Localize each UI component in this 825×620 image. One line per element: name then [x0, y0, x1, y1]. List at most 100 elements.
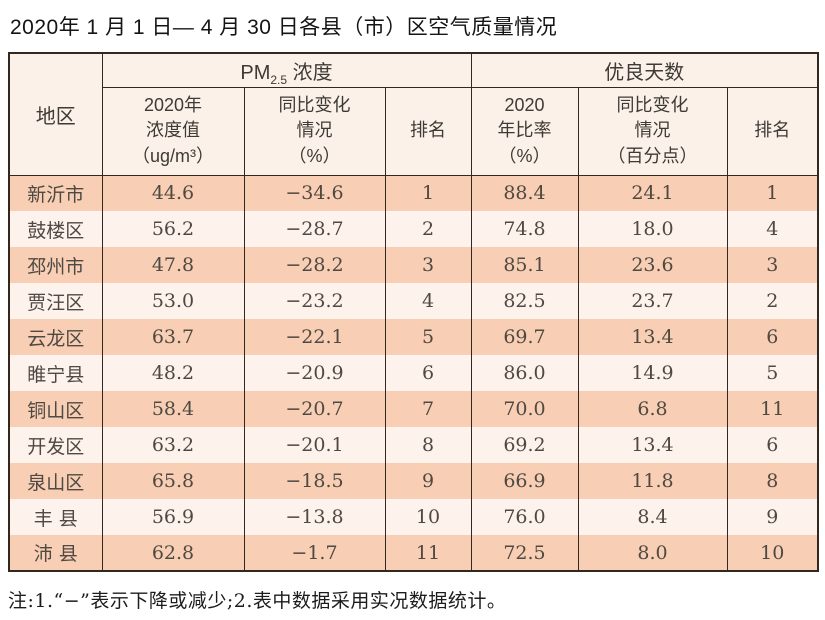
good-change-cell: 18.0	[577, 211, 728, 247]
pm-value-cell: 47.8	[101, 247, 245, 283]
table-row: 云龙区 63.7 −22.1 5 69.7 13.4 6	[8, 319, 819, 355]
good-ratio-cell: 85.1	[470, 247, 579, 283]
good-ratio-cell: 82.5	[470, 283, 579, 319]
good-change-cell: 6.8	[577, 391, 728, 427]
pm-rank-cell: 10	[384, 499, 472, 535]
table-row: 鼓楼区 56.2 −28.7 2 74.8 18.0 4	[8, 211, 819, 247]
pm-rank-cell: 1	[384, 175, 472, 211]
good-rank-cell: 5	[726, 355, 819, 391]
region-cell: 泉山区	[8, 463, 103, 499]
page-title: 2020年 1 月 1 日— 4 月 30 日各县（市）区空气质量情况	[10, 16, 558, 39]
pm25-label-subscript: 2.5	[270, 72, 288, 87]
region-cell: 铜山区	[8, 391, 103, 427]
pm-rank-cell: 8	[384, 427, 472, 463]
good-rank-cell: 6	[726, 427, 819, 463]
pm-value-cell: 53.0	[101, 283, 245, 319]
table-row: 开发区 63.2 −20.1 8 69.2 13.4 6	[8, 427, 819, 463]
pm-change-cell: −1.7	[243, 535, 386, 571]
col-header-good-rank: 排名	[726, 86, 819, 176]
table-row: 睢宁县 48.2 −20.9 6 86.0 14.9 5	[8, 355, 819, 391]
pm-value-cell: 44.6	[101, 175, 245, 211]
table-header: 地区 PM2.5 浓度 优良天数 2020年 浓度值 （ug/m³） 同比变化 …	[8, 52, 819, 176]
table-row: 沛 县 62.8 −1.7 11 72.5 8.0 10	[8, 535, 819, 571]
good-change-cell: 24.1	[577, 175, 728, 211]
pm-rank-cell: 6	[384, 355, 472, 391]
pm25-label-suffix: 浓度	[287, 61, 333, 84]
pm-rank-cell: 2	[384, 211, 472, 247]
good-rank-cell: 3	[726, 247, 819, 283]
region-cell: 睢宁县	[8, 355, 103, 391]
pm-value-cell: 56.9	[101, 499, 245, 535]
table-body: 新沂市 44.6 −34.6 1 88.4 24.1 1 鼓楼区 56.2 −2…	[8, 175, 819, 571]
pm-change-cell: −28.7	[243, 211, 386, 247]
good-rank-cell: 11	[726, 391, 819, 427]
table-row: 铜山区 58.4 −20.7 7 70.0 6.8 11	[8, 391, 819, 427]
table-row: 邳州市 47.8 −28.2 3 85.1 23.6 3	[8, 247, 819, 283]
good-rank-cell: 2	[726, 283, 819, 319]
pm-rank-cell: 7	[384, 391, 472, 427]
table-row: 泉山区 65.8 −18.5 9 66.9 11.8 8	[8, 463, 819, 499]
pm-change-cell: −20.9	[243, 355, 386, 391]
region-cell: 贾汪区	[8, 283, 103, 319]
good-rank-cell: 9	[726, 499, 819, 535]
pm-change-cell: −18.5	[243, 463, 386, 499]
pm-value-cell: 56.2	[101, 211, 245, 247]
pm-value-cell: 58.4	[101, 391, 245, 427]
good-ratio-cell: 72.5	[470, 535, 579, 571]
good-change-cell: 14.9	[577, 355, 728, 391]
table-row: 新沂市 44.6 −34.6 1 88.4 24.1 1	[8, 175, 819, 211]
pm-change-cell: −22.1	[243, 319, 386, 355]
good-ratio-cell: 74.8	[470, 211, 579, 247]
good-ratio-cell: 69.2	[470, 427, 579, 463]
pm-change-cell: −23.2	[243, 283, 386, 319]
region-cell: 沛 县	[8, 535, 103, 571]
region-cell: 开发区	[8, 427, 103, 463]
air-quality-table: 地区 PM2.5 浓度 优良天数 2020年 浓度值 （ug/m³） 同比变化 …	[8, 52, 820, 572]
good-change-cell: 13.4	[577, 427, 728, 463]
pm-value-cell: 63.7	[101, 319, 245, 355]
col-header-pm-change: 同比变化 情况 （%）	[243, 86, 386, 176]
good-ratio-cell: 66.9	[470, 463, 579, 499]
pm-value-cell: 65.8	[101, 463, 245, 499]
pm-value-cell: 62.8	[101, 535, 245, 571]
good-ratio-cell: 86.0	[470, 355, 579, 391]
col-group-good-days: 优良天数	[470, 52, 819, 88]
good-rank-cell: 6	[726, 319, 819, 355]
region-cell: 鼓楼区	[8, 211, 103, 247]
col-group-pm25: PM2.5 浓度	[101, 52, 472, 88]
col-header-good-ratio: 2020 年比率 （%）	[470, 86, 579, 176]
good-ratio-cell: 70.0	[470, 391, 579, 427]
pm-rank-cell: 4	[384, 283, 472, 319]
table-row: 丰 县 56.9 −13.8 10 76.0 8.4 9	[8, 499, 819, 535]
good-ratio-cell: 76.0	[470, 499, 579, 535]
pm-change-cell: −34.6	[243, 175, 386, 211]
pm-change-cell: −20.1	[243, 427, 386, 463]
good-change-cell: 8.0	[577, 535, 728, 571]
pm-rank-cell: 11	[384, 535, 472, 571]
pm-change-cell: −20.7	[243, 391, 386, 427]
region-cell: 丰 县	[8, 499, 103, 535]
good-change-cell: 8.4	[577, 499, 728, 535]
pm25-label-prefix: PM	[240, 61, 271, 84]
good-rank-cell: 10	[726, 535, 819, 571]
pm-change-cell: −28.2	[243, 247, 386, 283]
pm-rank-cell: 9	[384, 463, 472, 499]
good-rank-cell: 1	[726, 175, 819, 211]
good-change-cell: 11.8	[577, 463, 728, 499]
col-header-pm-rank: 排名	[384, 86, 472, 176]
col-header-good-change: 同比变化 情况 （百分点）	[577, 86, 728, 176]
footnote: 注:1.“−”表示下降或减少;2.表中数据采用实况数据统计。	[8, 590, 507, 612]
region-cell: 云龙区	[8, 319, 103, 355]
pm-rank-cell: 5	[384, 319, 472, 355]
region-cell: 新沂市	[8, 175, 103, 211]
good-rank-cell: 8	[726, 463, 819, 499]
good-rank-cell: 4	[726, 211, 819, 247]
pm-value-cell: 63.2	[101, 427, 245, 463]
good-ratio-cell: 88.4	[470, 175, 579, 211]
good-change-cell: 23.6	[577, 247, 728, 283]
table-row: 贾汪区 53.0 −23.2 4 82.5 23.7 2	[8, 283, 819, 319]
pm-value-cell: 48.2	[101, 355, 245, 391]
pm-rank-cell: 3	[384, 247, 472, 283]
region-cell: 邳州市	[8, 247, 103, 283]
good-ratio-cell: 69.7	[470, 319, 579, 355]
